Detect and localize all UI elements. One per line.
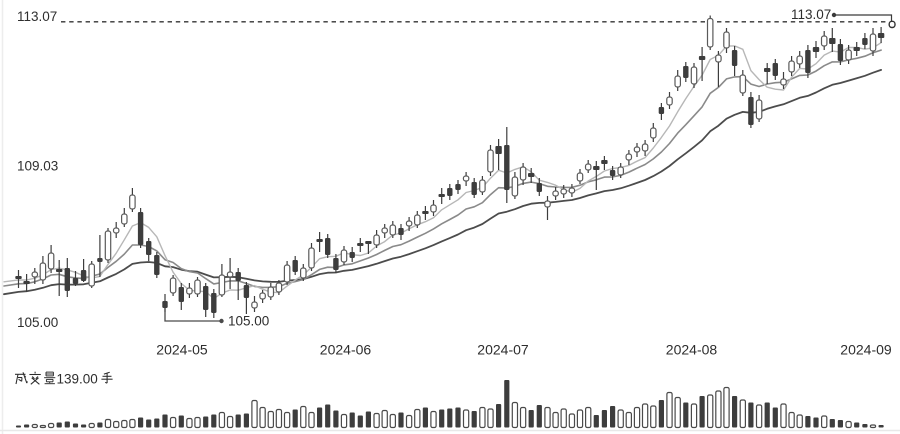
svg-text:2024-06: 2024-06 <box>320 342 372 358</box>
svg-text:2024-05: 2024-05 <box>156 342 208 358</box>
svg-text:109.03: 109.03 <box>17 159 58 174</box>
svg-text:105.00: 105.00 <box>17 315 58 330</box>
svg-text:113.07: 113.07 <box>791 7 831 22</box>
svg-text:105.00: 105.00 <box>228 314 269 329</box>
svg-text:139.00: 139.00 <box>57 372 98 387</box>
svg-text:2024-07: 2024-07 <box>477 342 529 358</box>
svg-text:2024-08: 2024-08 <box>666 342 718 358</box>
svg-text:2024-09: 2024-09 <box>840 342 892 358</box>
svg-text:113.07: 113.07 <box>17 9 57 24</box>
